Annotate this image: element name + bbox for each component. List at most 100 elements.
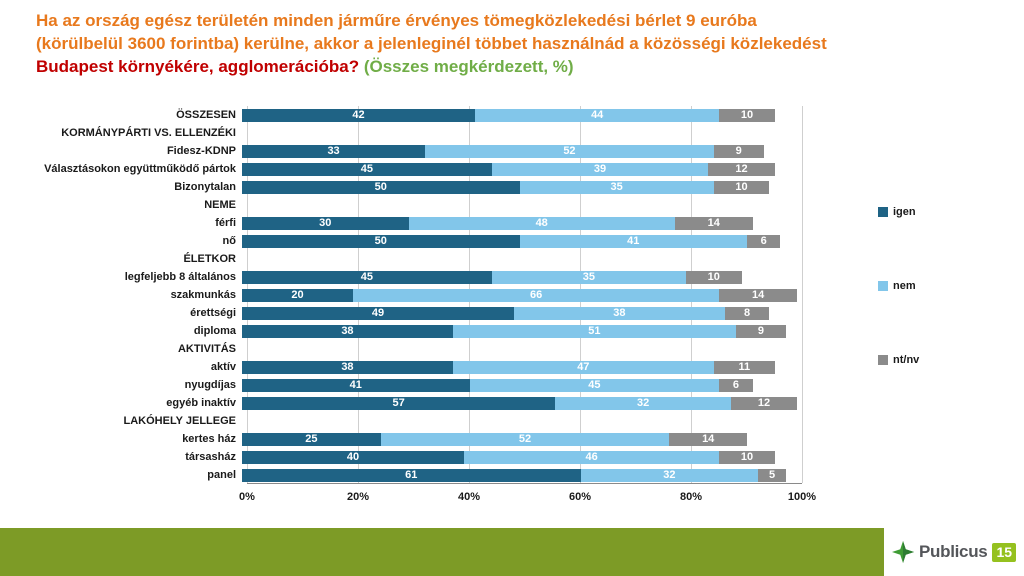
value-label: 33 — [327, 145, 340, 157]
category-label: aktív — [210, 361, 236, 373]
bar-segment-igen: 50 — [242, 234, 520, 248]
title-highlight: Budapest környékére, agglomerációba? — [36, 56, 360, 76]
title-line-2: (körülbelül 3600 forintba) kerülne, akko… — [36, 33, 827, 53]
bar-segment-nem: 41 — [519, 234, 748, 248]
data-row: férfi 30 48 14 — [30, 214, 802, 232]
bar-segment-nt-nv: 8 — [724, 306, 770, 320]
question-title: Ha az ország egész területén minden járm… — [36, 10, 996, 79]
category-label: Fidesz-KDNP — [166, 145, 236, 157]
value-label: 44 — [591, 109, 604, 121]
category-label: Bizonytalan — [174, 181, 236, 193]
gridline — [802, 106, 803, 483]
data-row: kertes ház 25 52 14 — [30, 430, 802, 448]
value-label: 50 — [374, 181, 387, 193]
legend-label: nem — [893, 280, 916, 292]
bar-segment-igen: 41 — [242, 378, 470, 392]
legend-label: igen — [893, 206, 916, 218]
bar-segment-igen: 45 — [242, 270, 492, 284]
value-label: 61 — [405, 469, 418, 481]
data-row: társasház 40 46 10 — [30, 448, 802, 466]
section-header-row: LAKÓHELY JELLEGE — [30, 412, 802, 430]
value-label: 41 — [349, 379, 362, 391]
bar-segment-nt-nv: 12 — [708, 162, 775, 176]
value-label: 10 — [740, 109, 754, 121]
category-label: egyéb inaktív — [166, 397, 236, 409]
legend-item-nem: nem — [878, 280, 919, 292]
bar-segment-nem: 66 — [353, 288, 720, 302]
bar-segment-nem: 46 — [464, 450, 720, 464]
bar-stack: 38 51 9 — [242, 324, 797, 338]
publicus-star-icon — [891, 541, 914, 563]
value-label: 52 — [563, 145, 576, 157]
value-label: 30 — [319, 217, 332, 229]
value-label: 38 — [613, 307, 626, 319]
section-header-label: AKTIVITÁS — [177, 343, 236, 355]
bar-segment-nem: 35 — [491, 270, 686, 284]
value-label: 49 — [371, 307, 385, 319]
data-row: aktív 38 47 11 — [30, 358, 802, 376]
axis-tick-label: 40% — [457, 491, 481, 503]
stacked-bar-chart: ÖSSZESEN 42 44 10 KORMÁNYPÁRTI VS. ELLENZÉKI… — [30, 106, 816, 503]
legend-swatch — [878, 355, 888, 365]
value-label: 6 — [760, 235, 767, 247]
value-label: 38 — [341, 325, 354, 337]
bar-segment-nt-nv: 6 — [719, 378, 753, 392]
data-row: érettségi 49 38 8 — [30, 304, 802, 322]
legend-item-igen: igen — [878, 206, 919, 218]
bar-stack: 61 32 5 — [242, 468, 797, 482]
bar-segment-nt-nv: 6 — [747, 234, 781, 248]
bar-stack: 38 47 11 — [242, 360, 797, 374]
title-note: (Összes megkérdezett, %) — [359, 56, 574, 76]
bar-segment-nem: 52 — [425, 144, 714, 158]
logo-text: Publicus — [918, 542, 988, 561]
bar-segment-nt-nv: 14 — [719, 288, 797, 302]
bar-segment-igen: 61 — [242, 468, 581, 482]
bar-segment-nt-nv: 14 — [669, 432, 748, 446]
category-label: ÖSSZESEN — [176, 109, 236, 121]
value-label: 20 — [291, 289, 304, 301]
title-line-1: Ha az ország egész területén minden járm… — [36, 11, 757, 30]
bar-segment-igen: 25 — [242, 432, 381, 446]
publicus-logo: Publicus 15 — [884, 528, 1024, 576]
value-label: 14 — [702, 433, 715, 445]
bar-segment-nem: 52 — [380, 432, 670, 446]
data-row: diploma 38 51 9 — [30, 322, 802, 340]
category-label: érettségi — [190, 307, 236, 319]
value-label: 45 — [360, 163, 373, 175]
category-label: nő — [222, 235, 236, 247]
legend-item-nt-nv: nt/nv — [878, 354, 919, 366]
value-label: 5 — [768, 469, 776, 481]
section-header-row: ÉLETKOR — [30, 250, 802, 268]
bar-stack — [242, 127, 797, 140]
data-row: nő 50 41 6 — [30, 232, 802, 250]
value-label: 48 — [535, 217, 548, 229]
value-label: 14 — [707, 217, 720, 229]
bar-stack: 57 32 12 — [242, 396, 797, 410]
value-label: 32 — [637, 397, 650, 409]
legend-swatch — [878, 281, 888, 291]
data-row: szakmunkás 20 66 14 — [30, 286, 802, 304]
bar-segment-igen: 50 — [242, 180, 520, 194]
value-label: 45 — [588, 379, 601, 391]
bar-segment-nt-nv: 10 — [713, 180, 770, 194]
bar-segment-nem: 38 — [513, 306, 725, 320]
section-header-row: AKTIVITÁS — [30, 340, 802, 358]
value-label: 9 — [757, 325, 764, 337]
value-label: 35 — [610, 181, 623, 193]
value-label: 38 — [341, 361, 354, 373]
value-label: 50 — [374, 235, 387, 247]
section-header-label: KORMÁNYPÁRTI VS. ELLENZÉKI — [61, 127, 236, 139]
bar-segment-igen: 38 — [242, 360, 453, 374]
value-label: 11 — [738, 361, 751, 373]
bar-segment-nem: 47 — [452, 360, 714, 374]
value-label: 46 — [585, 451, 598, 463]
value-label: 40 — [346, 451, 360, 463]
bar-segment-igen: 38 — [242, 324, 453, 338]
bar-segment-nem: 32 — [555, 396, 732, 410]
bar-segment-igen: 20 — [242, 288, 353, 302]
category-label: kertes ház — [182, 433, 236, 445]
bar-stack: 45 39 12 — [242, 162, 797, 176]
bar-segment-nt-nv: 12 — [731, 396, 797, 410]
value-label: 12 — [735, 163, 748, 175]
axis-tick-label: 0% — [239, 491, 255, 503]
